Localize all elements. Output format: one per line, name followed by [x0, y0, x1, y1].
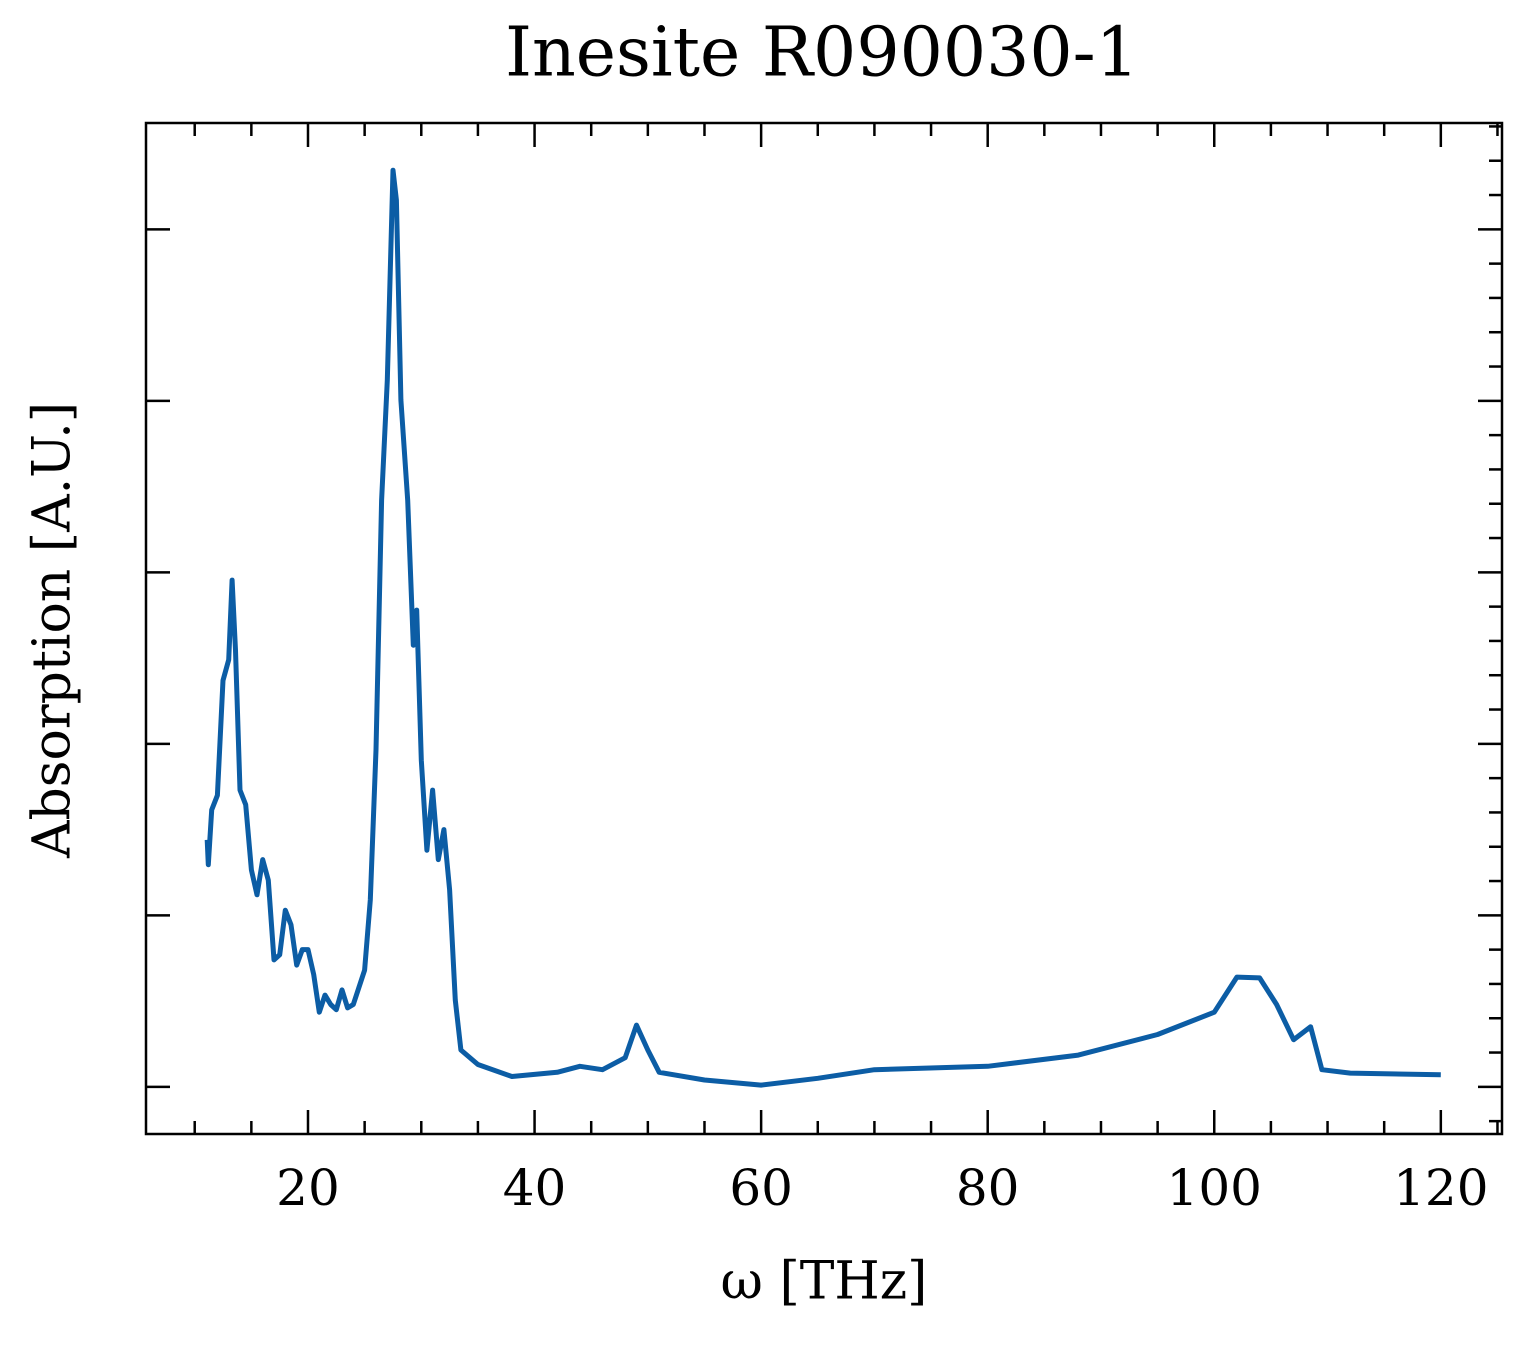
y-axis-label: Absorption [A.U.] — [23, 402, 83, 859]
plot-frame — [144, 121, 1504, 1136]
x-tick-label: 80 — [956, 1159, 1020, 1217]
x-axis-label: ω [THz] — [721, 1252, 928, 1312]
x-tick-label: 40 — [503, 1159, 567, 1217]
x-tick-label: 60 — [729, 1159, 793, 1217]
data-line — [204, 167, 1441, 1088]
x-tick-label: 100 — [1167, 1159, 1262, 1217]
chart-title: Inesite R090030-1 — [505, 14, 1139, 93]
x-tick-label: 120 — [1393, 1159, 1488, 1217]
x-tick-label: 20 — [276, 1159, 340, 1217]
